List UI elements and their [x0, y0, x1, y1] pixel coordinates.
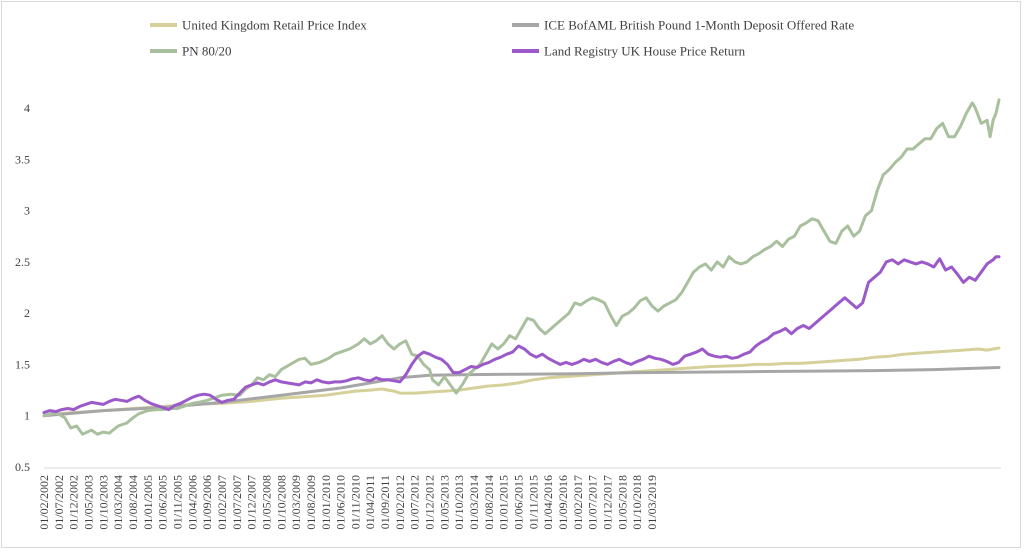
- x-tick-label: 01/06/2015: [512, 475, 526, 530]
- x-tick-label: 01/11/2015: [526, 475, 540, 529]
- x-axis: 01/02/2002 01/07/2002 01/12/2002 01/05/2003…: [37, 467, 1001, 530]
- x-tick-label: 01/06/2010: [334, 475, 348, 530]
- x-tick-label: 01/03/2014: [467, 475, 481, 530]
- y-tick-label: 1: [24, 409, 30, 423]
- x-tick-label: 01/08/2004: [126, 475, 140, 530]
- chart-legend: United Kingdom Retail Price Index ICE Bof…: [150, 18, 854, 59]
- x-tick-label: 01/11/2010: [348, 475, 362, 529]
- series-line-1: [42, 366, 1001, 418]
- x-tick-label: 01/05/2003: [81, 475, 95, 530]
- x-tick-label: 01/02/2017: [571, 475, 585, 530]
- series-line-3: [42, 255, 1001, 415]
- x-tick-label: 01/05/2018: [615, 475, 629, 530]
- x-tick-label: 01/12/2017: [601, 475, 615, 530]
- legend-label-2: PN 80/20: [182, 44, 231, 59]
- y-tick-label: 0.5: [15, 460, 30, 474]
- x-tick-label: 01/11/2005: [170, 475, 184, 529]
- x-tick-label: 01/12/2002: [67, 475, 81, 530]
- legend-label-3: Land Registry UK House Price Return: [544, 44, 746, 59]
- x-tick-label: 01/07/2002: [52, 475, 66, 530]
- x-tick-label: 01/10/2008: [274, 475, 288, 530]
- y-tick-label: 4: [24, 101, 30, 115]
- x-tick-label: 01/07/2007: [230, 475, 244, 530]
- x-tick-label: 01/09/2011: [378, 475, 392, 529]
- y-tick-label: 1.5: [15, 357, 30, 371]
- x-tick-label: 01/01/2015: [497, 475, 511, 530]
- x-tick-label: 01/10/2018: [630, 475, 644, 530]
- legend-label-1: ICE BofAML British Pound 1-Month Deposit…: [544, 18, 854, 33]
- series-line-2: [42, 98, 1001, 436]
- x-tick-label: 01/05/2008: [259, 475, 273, 530]
- y-tick-label: 3.5: [15, 152, 30, 166]
- x-tick-label: 01/12/2007: [245, 475, 259, 530]
- x-tick-label: 01/10/2013: [452, 475, 466, 530]
- x-tick-label: 01/05/2013: [437, 475, 451, 530]
- x-tick-label: 01/01/2005: [141, 475, 155, 530]
- x-tick-label: 01/08/2009: [304, 475, 318, 530]
- y-axis: 0.5 1 1.5 2 2.5 3 3.5 4: [15, 101, 30, 474]
- x-tick-label: 01/03/2019: [645, 475, 659, 530]
- x-tick-label: 01/09/2006: [200, 475, 214, 530]
- x-tick-label: 01/02/2012: [393, 475, 407, 530]
- x-tick-label: 01/09/2016: [556, 475, 570, 530]
- x-tick-label: 01/04/2011: [363, 475, 377, 529]
- x-tick-label: 01/02/2007: [215, 475, 229, 530]
- x-tick-label: 01/04/2016: [541, 475, 555, 530]
- x-tick-label: 01/10/2003: [96, 475, 110, 530]
- x-tick-label: 01/07/2017: [586, 475, 600, 530]
- y-tick-label: 2.5: [15, 255, 30, 269]
- legend-label-0: United Kingdom Retail Price Index: [182, 18, 367, 33]
- x-tick-label: 01/01/2010: [319, 475, 333, 530]
- x-tick-label: 01/04/2006: [185, 475, 199, 530]
- x-tick-label: 01/08/2014: [482, 475, 496, 530]
- x-tick-label: 01/03/2009: [289, 475, 303, 530]
- x-tick-label: 01/03/2004: [111, 475, 125, 530]
- plot-area: [42, 98, 1001, 436]
- y-tick-label: 3: [24, 204, 30, 218]
- y-tick-label: 2: [24, 306, 30, 320]
- x-tick-label: 01/02/2002: [37, 475, 51, 530]
- x-tick-label: 01/06/2005: [156, 475, 170, 530]
- x-tick-label: 01/12/2012: [423, 475, 437, 530]
- x-tick-label: 01/07/2012: [408, 475, 422, 530]
